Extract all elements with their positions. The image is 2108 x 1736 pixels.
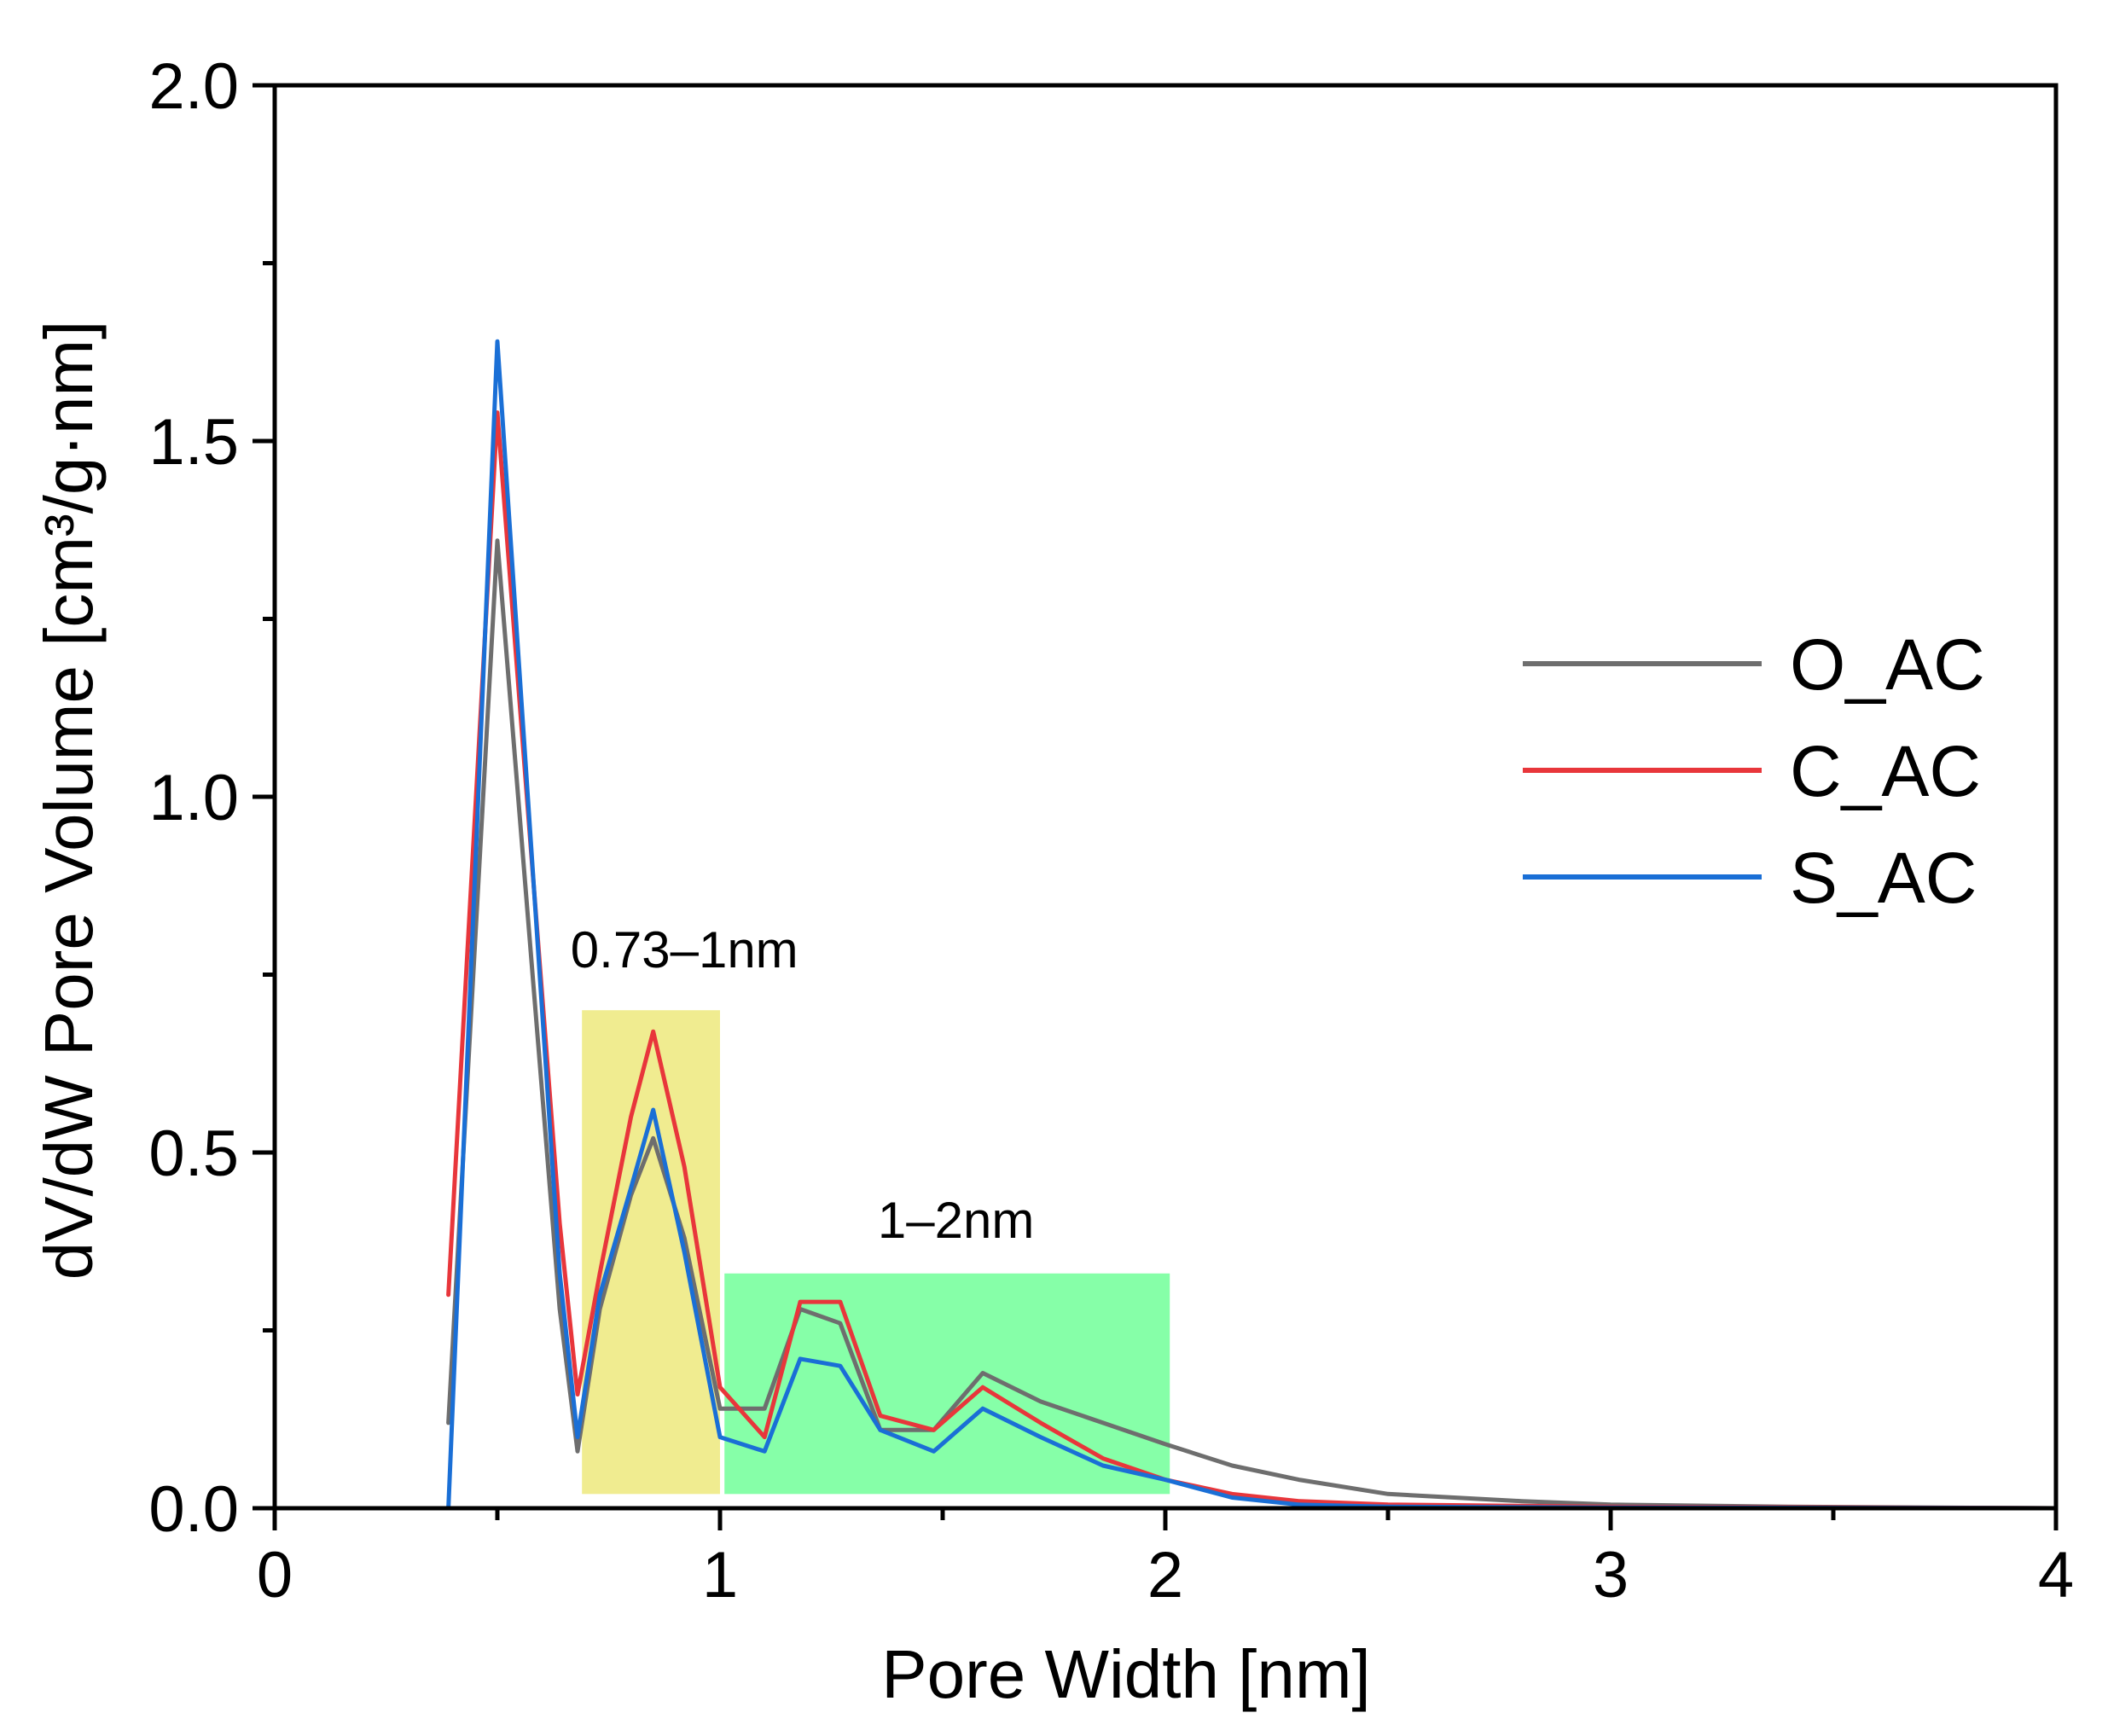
y-tick-label: 1.0	[148, 762, 239, 834]
series-line-s-ac	[446, 339, 2059, 1511]
x-tick-label: 4	[2038, 1539, 2074, 1611]
x-tick-label: 3	[1593, 1539, 1629, 1611]
x-axis-title: Pore Width [nm]	[881, 1636, 1371, 1712]
x-tick-label: 1	[702, 1539, 738, 1611]
y-tick-label: 2.0	[148, 50, 239, 123]
series-line-c-ac	[446, 410, 2059, 1511]
y-axis-title: dV/dW Pore Volume [cm³/g·nm]	[31, 321, 107, 1280]
region-label-2: 1–2nm	[878, 1192, 1034, 1249]
data-series: 0.73–1nm 1–2nm	[446, 339, 2059, 1511]
y-axis-ticks: 0.0 0.5 1.0 1.5 2.0	[148, 50, 275, 1546]
legend: O_AC C_AC S_AC	[1523, 624, 1985, 918]
legend-label-o-ac: O_AC	[1790, 624, 1985, 705]
legend-label-s-ac: S_AC	[1790, 838, 1977, 918]
y-tick-label: 1.5	[148, 406, 239, 479]
x-axis-ticks: 0 1 2 3 4	[257, 1508, 2074, 1611]
y-tick-label: 0.5	[148, 1118, 239, 1190]
x-tick-label: 2	[1147, 1539, 1183, 1611]
region-label-1: 0.73–1nm	[571, 921, 798, 978]
y-tick-label: 0.0	[148, 1473, 239, 1546]
legend-label-c-ac: C_AC	[1790, 731, 1981, 811]
x-tick-label: 0	[257, 1539, 293, 1611]
